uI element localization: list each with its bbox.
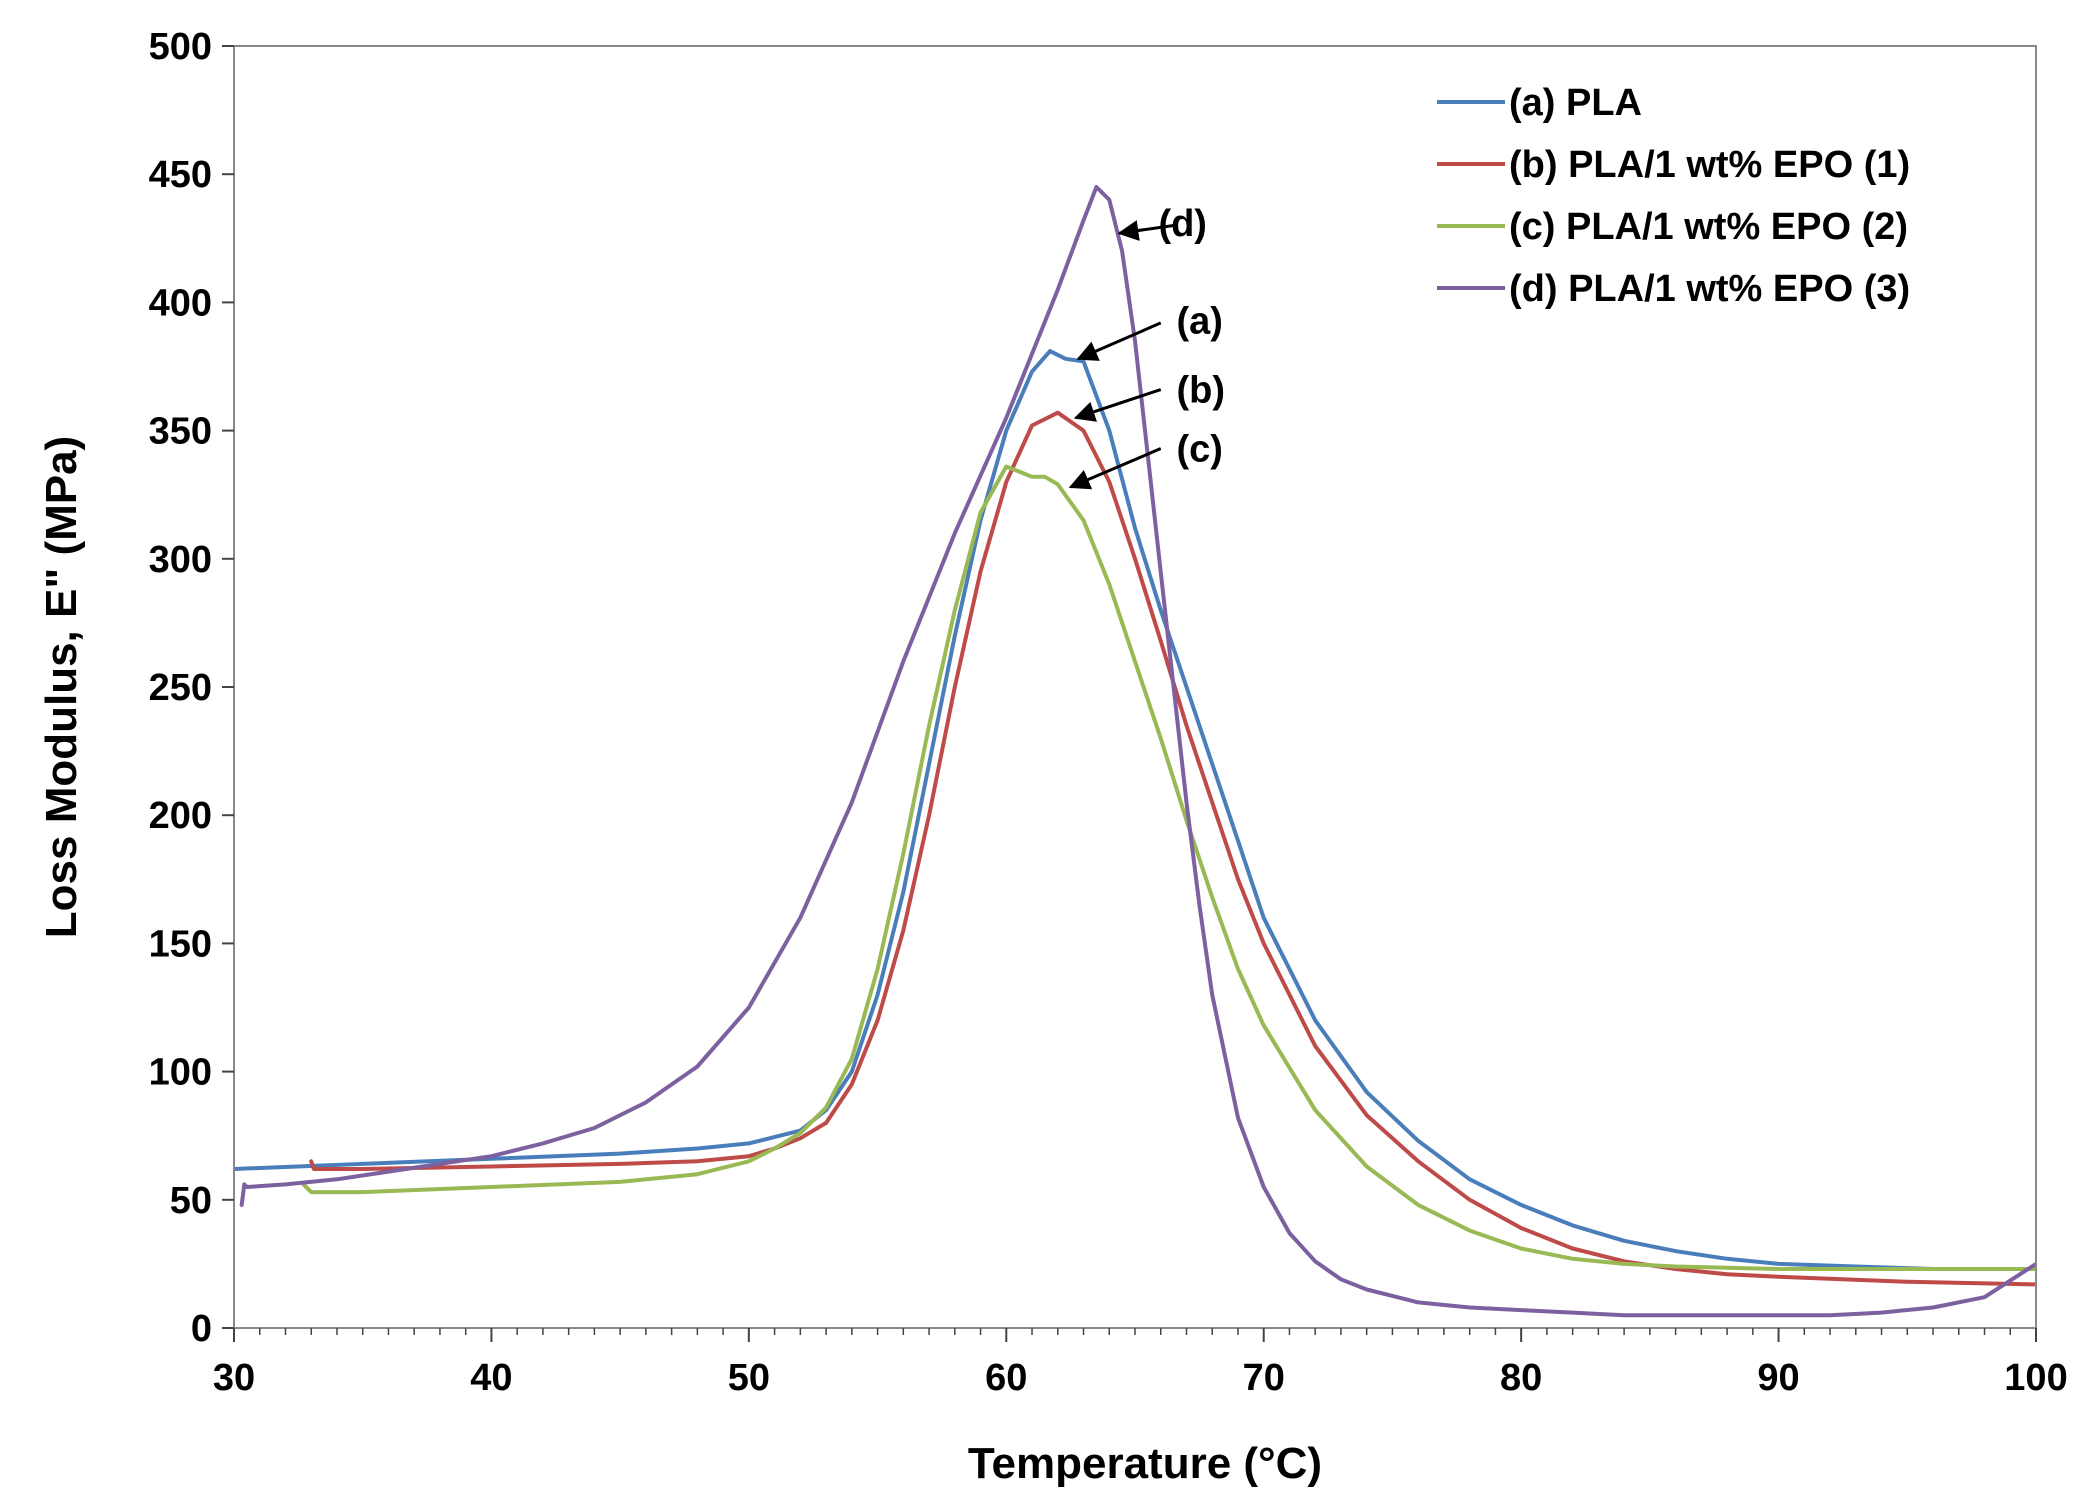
y-tick-label: 150: [149, 923, 212, 965]
legend-label-2: (c) PLA/1 wt% EPO (2): [1509, 206, 1908, 248]
y-tick-label: 300: [149, 539, 212, 581]
legend: (a) PLA (b) PLA/1 wt% EPO (1) (c) PLA/1 wt…: [1437, 82, 1910, 310]
legend-label-3: (d) PLA/1 wt% EPO (3): [1509, 268, 1910, 310]
legend-label-1: (b) PLA/1 wt% EPO (1): [1509, 144, 1910, 186]
x-tick-label: 40: [470, 1357, 512, 1399]
y-tick-label: 200: [149, 795, 212, 837]
y-tick-label: 0: [191, 1308, 212, 1350]
annotation-label-3: (c): [1176, 429, 1222, 471]
series-layer: [234, 185, 2036, 1318]
y-tick-label: 350: [149, 411, 212, 453]
y-tick-label: 100: [149, 1052, 212, 1094]
y-tick-label: 450: [149, 154, 212, 196]
x-tick-label: 50: [728, 1357, 770, 1399]
annotation-label-1: (a): [1176, 300, 1222, 342]
x-axis-title: Temperature (°C): [968, 1439, 1322, 1488]
x-tick-label: 90: [1757, 1357, 1799, 1399]
series-line-3: [239, 185, 2036, 1318]
annotation-arrow-0: [1117, 220, 1174, 241]
x-tick-label: 60: [985, 1357, 1027, 1399]
series-line-1: [309, 410, 2036, 1287]
annotations: (d) (a) (b) (c): [1068, 203, 1225, 490]
y-tick-label: 250: [149, 667, 212, 709]
y-tick-label: 50: [170, 1180, 212, 1222]
legend-label-0: (a) PLA: [1509, 82, 1642, 124]
annotation-label-0: (d): [1158, 203, 1207, 245]
x-tick-label: 100: [2004, 1357, 2067, 1399]
annotation-arrow-2: [1073, 388, 1162, 422]
series-line-2: [301, 464, 2036, 1271]
annotation-arrow-3: [1068, 447, 1162, 490]
y-axis-title: Loss Modulus, E" (MPa): [37, 436, 86, 938]
x-tick-label: 30: [213, 1357, 255, 1399]
y-tick-label: 400: [149, 282, 212, 324]
x-tick-label: 80: [1500, 1357, 1542, 1399]
y-tick-label: 500: [149, 26, 212, 68]
annotation-label-2: (b): [1176, 370, 1225, 412]
axes-layer: 0 50 100 150 200 250 300 350 400 450 500 30 40 50 60 70…: [149, 26, 2068, 1399]
x-tick-label: 70: [1243, 1357, 1285, 1399]
annotation-arrow-1: [1076, 321, 1162, 361]
